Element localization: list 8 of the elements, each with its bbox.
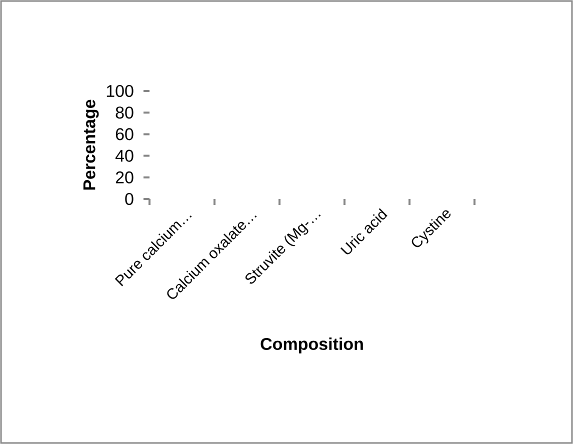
y-tick-label: 60 <box>116 128 134 140</box>
y-tick-label: 80 <box>116 106 134 119</box>
y-axis-title: Percentage <box>83 100 99 190</box>
y-tick-label: 40 <box>115 150 134 162</box>
x-axis-title: Composition <box>260 338 363 354</box>
y-tick-label: 0 <box>125 192 134 206</box>
y-tick-label: 100 <box>106 84 134 98</box>
y-tick-label: 20 <box>116 171 134 184</box>
